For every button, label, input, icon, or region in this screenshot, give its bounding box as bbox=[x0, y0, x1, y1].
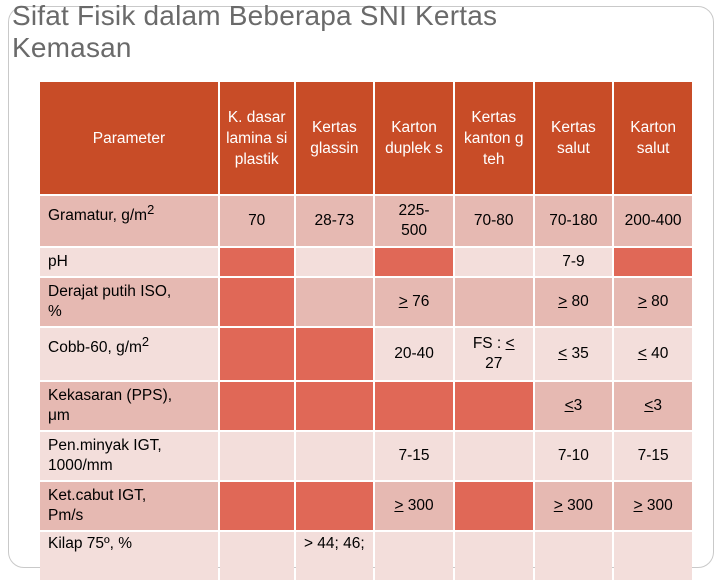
table-cell bbox=[614, 248, 692, 276]
header-k-dasar-laminasi-plastik: K. dasar lamina si plastik bbox=[219, 82, 294, 194]
table-row: Kekasaran (PPS), μm <3 <3 bbox=[40, 382, 692, 430]
table-cell: <3 bbox=[534, 382, 613, 430]
table-header-row: Parameter K. dasar lamina si plastik Ker… bbox=[40, 82, 692, 194]
table-cell: 200-400 bbox=[614, 196, 692, 246]
table-cell bbox=[454, 278, 533, 326]
table-cell bbox=[375, 532, 453, 580]
table-cell bbox=[295, 248, 374, 276]
row-param: Gramatur, g/m2 bbox=[40, 196, 218, 246]
header-parameter: Parameter bbox=[40, 82, 218, 194]
table-cell: 7-15 bbox=[614, 432, 692, 480]
table-cell: > 80 bbox=[534, 278, 613, 326]
header-karton-dupleks: Karton duplek s bbox=[375, 82, 453, 194]
table-cell bbox=[614, 532, 692, 580]
table-cell bbox=[454, 482, 533, 530]
header-kertas-salut: Kertas salut bbox=[534, 82, 613, 194]
slide-title-line-1: Sifat Fisik dalam Beberapa SNI Kertas bbox=[12, 0, 498, 31]
table-cell bbox=[454, 248, 533, 276]
table-cell bbox=[219, 432, 294, 480]
table-cell bbox=[375, 382, 453, 430]
table-cell: <3 bbox=[614, 382, 692, 430]
table-cell: 70-80 bbox=[454, 196, 533, 246]
table-cell: 20-40 bbox=[375, 328, 453, 380]
table-cell: 70-180 bbox=[534, 196, 613, 246]
row-param: pH bbox=[40, 248, 218, 276]
table-row: Derajat putih ISO,% > 76 > 80 > 80 bbox=[40, 278, 692, 326]
table-cell: 7-10 bbox=[534, 432, 613, 480]
row-param: Kilap 75º, % bbox=[40, 532, 218, 580]
header-kertas-glassin: Kertas glassin bbox=[295, 82, 374, 194]
table-cell: 28-73 bbox=[295, 196, 374, 246]
table-cell: 225- 500 bbox=[375, 196, 453, 246]
table-row: Ket.cabut IGT, Pm/s > 300 > 300 > 300 bbox=[40, 482, 692, 530]
table-cell bbox=[454, 382, 533, 430]
table-row: Gramatur, g/m2 70 28-73 225- 500 70-80 70… bbox=[40, 196, 692, 246]
table-cell: > 76 bbox=[375, 278, 453, 326]
slide-title: Sifat Fisik dalam Beberapa SNI Kertas Ke… bbox=[12, 0, 712, 64]
table-cell bbox=[295, 482, 374, 530]
table-row: Kilap 75º, % > 44; 46; bbox=[40, 532, 692, 580]
header-kertas-kantong-teh: Kertas kanton g teh bbox=[454, 82, 533, 194]
header-karton-salut: Karton salut bbox=[614, 82, 692, 194]
table-cell bbox=[454, 532, 533, 580]
slide-title-line-2: Kemasan bbox=[12, 32, 132, 63]
table-cell: > 80 bbox=[614, 278, 692, 326]
table-cell: > 44; 46; bbox=[295, 532, 374, 580]
table-row: Cobb-60, g/m2 20-40 FS : <27 < 35 < 40 bbox=[40, 328, 692, 380]
table-cell bbox=[375, 248, 453, 276]
row-param: Cobb-60, g/m2 bbox=[40, 328, 218, 380]
table-cell: 7-15 bbox=[375, 432, 453, 480]
table-cell bbox=[295, 278, 374, 326]
table-row: Pen.minyak IGT, 1000/mm 7-15 7-10 7-15 bbox=[40, 432, 692, 480]
table-cell bbox=[219, 328, 294, 380]
table-cell bbox=[454, 432, 533, 480]
table-cell: 70 bbox=[219, 196, 294, 246]
table-cell: 7-9 bbox=[534, 248, 613, 276]
table-cell bbox=[219, 482, 294, 530]
table-cell bbox=[295, 382, 374, 430]
table-cell: FS : <27 bbox=[454, 328, 533, 380]
table-cell: > 300 bbox=[375, 482, 453, 530]
table-cell: < 40 bbox=[614, 328, 692, 380]
properties-table: Parameter K. dasar lamina si plastik Ker… bbox=[38, 80, 694, 582]
table-cell bbox=[219, 248, 294, 276]
table-cell bbox=[219, 532, 294, 580]
table-cell: > 300 bbox=[534, 482, 613, 530]
table-cell bbox=[295, 328, 374, 380]
row-param: Derajat putih ISO,% bbox=[40, 278, 218, 326]
table-cell: > 300 bbox=[614, 482, 692, 530]
table-cell: < 35 bbox=[534, 328, 613, 380]
table-cell bbox=[219, 382, 294, 430]
row-param: Pen.minyak IGT, 1000/mm bbox=[40, 432, 218, 480]
row-param: Kekasaran (PPS), μm bbox=[40, 382, 218, 430]
table-cell bbox=[295, 432, 374, 480]
table-row: pH 7-9 bbox=[40, 248, 692, 276]
table-cell bbox=[534, 532, 613, 580]
table-cell bbox=[219, 278, 294, 326]
row-param: Ket.cabut IGT, Pm/s bbox=[40, 482, 218, 530]
